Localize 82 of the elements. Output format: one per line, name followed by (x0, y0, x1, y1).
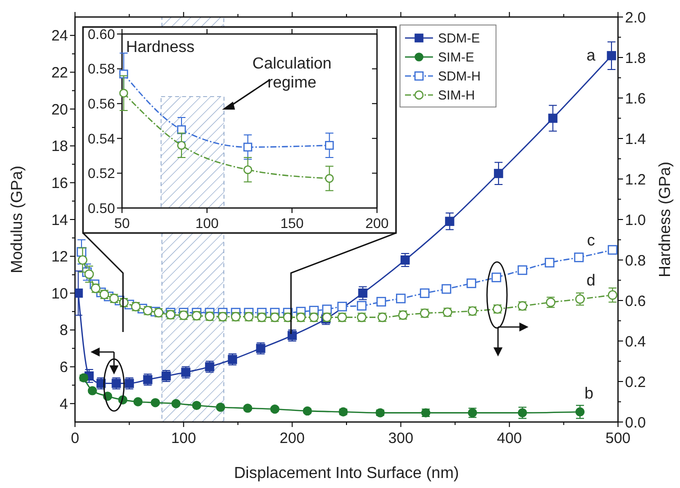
point (608, 245, 618, 255)
point (302, 406, 312, 416)
y2-tick-label: 2.0 (625, 9, 646, 26)
point (606, 51, 616, 60)
y2-tick-label: 0.0 (625, 414, 646, 432)
point (322, 304, 332, 314)
x-tick-label: 300 (388, 430, 414, 447)
point (177, 140, 186, 150)
point (396, 294, 406, 304)
y-tick-label: 4 (60, 396, 68, 413)
y-tick-label: 14 (51, 212, 68, 229)
legend-label: SDM-H (438, 68, 481, 84)
x-tick-label: 500 (605, 430, 631, 447)
point (270, 404, 280, 414)
y-tick-label: 6 (60, 359, 68, 376)
legend-label: SDM-E (438, 30, 480, 46)
y2-tick-label: 1.0 (625, 212, 646, 229)
point (445, 216, 454, 226)
y-axis-title: Modulus (GPa) (9, 166, 26, 274)
x-tick-label: 100 (171, 430, 196, 447)
y2-tick-label: 1.4 (625, 130, 646, 148)
y-tick-label: 0.54 (88, 130, 116, 146)
x-tick-label: 200 (365, 215, 389, 231)
y2-tick-label: 0.8 (625, 252, 646, 270)
point (119, 88, 128, 98)
point (75, 288, 83, 298)
y2-tick-label: 1.6 (625, 90, 646, 108)
legend-label: SIM-H (438, 88, 475, 103)
y-tick-label: 22 (51, 64, 68, 82)
point (243, 142, 252, 152)
x-tick-label: 0 (70, 430, 80, 447)
x-tick-label: 100 (195, 215, 219, 231)
chart-title: Hardness (126, 39, 194, 56)
y2-tick-label: 1.2 (625, 171, 646, 188)
point (192, 400, 202, 410)
y-tick-label: 12 (51, 248, 68, 266)
point (325, 174, 334, 183)
y-tick-label: 0.52 (88, 165, 116, 182)
y-tick-label: 8 (60, 322, 68, 340)
point (243, 165, 252, 174)
annotation: d (586, 272, 596, 290)
annotation: c (587, 232, 595, 250)
annotation: b (584, 386, 594, 403)
point (356, 300, 367, 311)
y-tick-label: 0.60 (88, 26, 116, 42)
y-tick-label: 0.58 (88, 60, 116, 77)
y-tick-label: 20 (51, 101, 68, 118)
y-tick-label: 24 (51, 28, 68, 45)
point (150, 398, 160, 408)
point (376, 296, 386, 307)
point (544, 258, 554, 268)
y-tick-label: 0.50 (88, 200, 116, 216)
y-tick-label: 0.56 (88, 96, 116, 112)
x-axis-title: Displacement Into Surface (nm) (234, 465, 459, 482)
y-tick-label: 10 (51, 285, 68, 302)
x-tick-label: 200 (280, 430, 305, 447)
y-tick-label: 18 (51, 138, 68, 156)
point (337, 302, 347, 312)
x-tick-label: 150 (280, 215, 304, 231)
annotation: a (586, 48, 596, 65)
point (442, 284, 452, 294)
y2-tick-label: 0.4 (625, 333, 646, 350)
x-tick-label: 50 (114, 215, 130, 231)
point (518, 265, 528, 275)
point (574, 252, 584, 262)
point (325, 140, 334, 150)
y-tick-label: 16 (51, 174, 68, 192)
point (494, 168, 504, 178)
y2-tick-label: 0.2 (625, 374, 646, 391)
point (466, 278, 476, 288)
point (171, 398, 181, 408)
point (420, 288, 430, 298)
point (548, 114, 558, 123)
point (608, 290, 618, 300)
x-tick-label: 400 (496, 430, 522, 447)
point (78, 255, 88, 265)
point (492, 272, 502, 282)
y2-axis-title: Hardness (GPa) (657, 162, 674, 278)
band-label: Calculation regime (252, 56, 332, 92)
y2-tick-label: 0.6 (625, 292, 646, 310)
y2-tick-label: 1.8 (625, 50, 646, 67)
legend-label: SIM-E (438, 50, 474, 65)
